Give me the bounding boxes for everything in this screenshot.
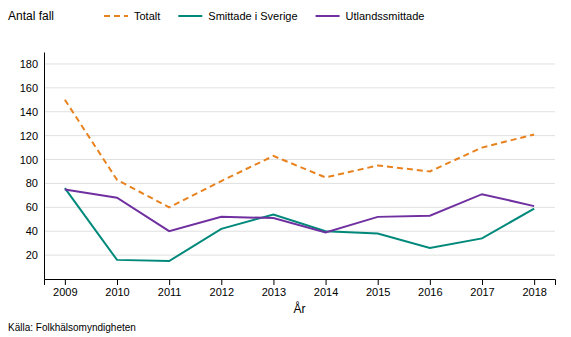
grid-line (44, 207, 555, 208)
x-tick-label: 2013 (262, 286, 286, 298)
x-axis: 2009 2010 2011 2012 2013 2014 2015 2016 2017 2018 (45, 279, 556, 298)
y-tick-label: 40 (26, 225, 38, 237)
grid-line (44, 183, 555, 184)
legend-swatch (316, 15, 340, 17)
x-axis-line (45, 280, 556, 286)
legend-item: Smittade i Sverige (178, 10, 297, 22)
y-tick: 40 (26, 225, 44, 237)
x-tick-label: 2010 (105, 286, 129, 298)
series-line (65, 100, 534, 208)
x-tick: 2010 (105, 279, 129, 298)
chart: 2040608010012014016018020092010201120122… (0, 0, 571, 337)
grid-line (44, 111, 555, 112)
x-tick: 2015 (366, 279, 390, 298)
y-tick-label: 100 (20, 154, 38, 166)
x-tick-mark (273, 279, 274, 285)
y-tick-label: 20 (26, 249, 38, 261)
grid-line (44, 135, 555, 136)
x-tick: 2014 (314, 279, 338, 298)
y-tick: 180 (20, 58, 44, 70)
y-tick-label: 80 (26, 177, 38, 189)
x-tick: 2016 (418, 279, 442, 298)
x-tick-label: 2018 (522, 286, 546, 298)
y-tick: 160 (20, 82, 44, 94)
y-tick-label: 180 (20, 58, 38, 70)
y-axis-title: Antal fall (8, 9, 54, 23)
legend-swatch (178, 15, 202, 17)
grid-line (44, 231, 555, 232)
y-axis-line (44, 53, 45, 280)
y-axis: 20 40 60 80 100 120 140 160 180 (20, 53, 45, 280)
x-tick-mark (65, 279, 66, 285)
y-tick: 100 (20, 154, 44, 166)
grid-line (44, 255, 555, 256)
x-tick-label: 2016 (418, 286, 442, 298)
x-tick-mark (326, 279, 327, 285)
y-tick: 140 (20, 106, 44, 118)
y-tick-label: 140 (20, 106, 38, 118)
x-tick-label: 2009 (53, 286, 77, 298)
x-tick: 2013 (262, 279, 286, 298)
x-tick: 2012 (210, 279, 234, 298)
grid-line (44, 159, 555, 160)
y-tick-label: 120 (20, 130, 38, 142)
series-line (65, 189, 534, 232)
plot: 2040608010012014016018020092010201120122… (20, 53, 556, 298)
x-axis-title: År (294, 301, 306, 316)
legend: Totalt Smittade i Sverige Utlandssmittade (104, 10, 424, 22)
x-tick-label: 2017 (470, 286, 494, 298)
series-line (65, 188, 534, 261)
y-tick: 60 (26, 201, 44, 213)
x-tick: 2017 (470, 279, 494, 298)
y-tick: 20 (26, 249, 44, 261)
legend-item: Utlandssmittade (316, 10, 425, 22)
grid-line (44, 63, 555, 64)
y-tick-label: 60 (26, 201, 38, 213)
x-tick-mark (534, 279, 535, 285)
y-tick: 80 (26, 177, 44, 189)
x-tick-label: 2011 (158, 286, 182, 298)
x-tick: 2009 (53, 279, 77, 298)
x-tick-label: 2012 (210, 286, 234, 298)
y-tick-label: 160 (20, 82, 38, 94)
x-tick-mark (482, 279, 483, 285)
y-tick: 120 (20, 130, 44, 142)
legend-item: Totalt (104, 10, 160, 22)
x-tick-label: 2015 (366, 286, 390, 298)
lines (65, 100, 534, 261)
legend-label: Smittade i Sverige (208, 10, 297, 22)
x-tick-mark (378, 279, 379, 285)
x-tick: 2018 (522, 279, 546, 298)
x-tick: 2011 (158, 279, 182, 298)
x-tick-mark (430, 279, 431, 285)
x-tick-mark (221, 279, 222, 285)
legend-label: Totalt (134, 10, 160, 22)
legend-label: Utlandssmittade (346, 10, 425, 22)
x-tick-label: 2014 (314, 286, 338, 298)
x-tick-mark (169, 279, 170, 285)
legend-swatch (104, 15, 128, 17)
grid (44, 64, 555, 255)
annotation: Källa: Folkhälsomyndigheten (8, 322, 136, 333)
grid-line (44, 87, 555, 88)
x-tick-mark (117, 279, 118, 285)
